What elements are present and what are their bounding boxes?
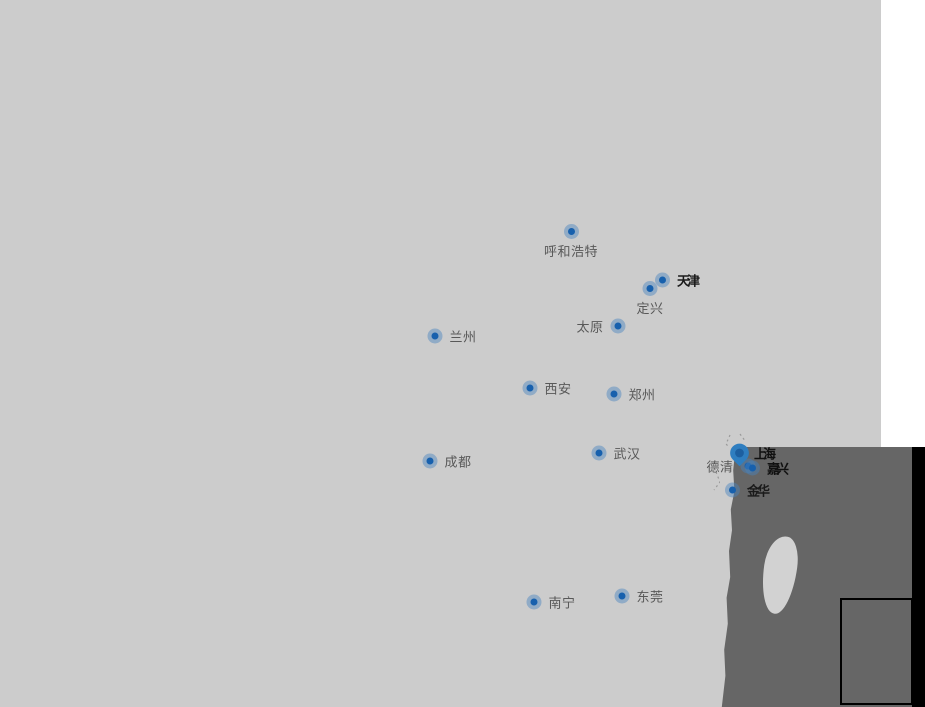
city-label: 嘉兴	[766, 462, 789, 478]
city-marker-dongguan[interactable]: 东莞	[614, 587, 663, 606]
city-label: 南宁	[548, 596, 576, 612]
map-pin-icon[interactable]	[606, 386, 622, 402]
city-marker-zhengzhou[interactable]: 郑州	[606, 385, 655, 404]
map-pin-icon[interactable]	[526, 594, 542, 610]
city-label: 金华	[746, 484, 770, 500]
city-marker-hohhot[interactable]: 呼和浩特	[544, 224, 598, 260]
map-pin-icon[interactable]	[610, 318, 626, 334]
map-pin-icon[interactable]	[427, 328, 443, 344]
city-label: 郑州	[628, 388, 656, 404]
city-marker-dingxing[interactable]: 定兴	[636, 281, 663, 317]
detail-frame[interactable]	[840, 598, 913, 705]
map-pin-icon[interactable]	[422, 453, 438, 469]
city-marker-lanzhou[interactable]: 兰州	[427, 327, 476, 346]
panel-right-strip	[912, 447, 925, 707]
city-marker-tianjin[interactable]: 天津	[654, 271, 700, 290]
city-label: 太原	[576, 320, 604, 336]
city-label: 武汉	[613, 447, 641, 463]
city-label: 天津	[676, 274, 700, 290]
city-label: 成都	[444, 455, 472, 471]
city-marker-chengdu[interactable]: 成都	[422, 452, 471, 471]
city-marker-jinhua[interactable]: 金华	[724, 481, 770, 500]
city-label: 西安	[544, 382, 572, 398]
city-marker-shanghai[interactable]: 上海	[726, 439, 776, 467]
city-label: 兰州	[449, 330, 477, 346]
map-pin-icon[interactable]	[563, 224, 579, 239]
map-pin-icon[interactable]	[614, 588, 630, 604]
city-marker-hangzhou[interactable]: 嘉兴	[744, 459, 789, 478]
city-marker-nanning[interactable]: 南宁	[526, 593, 575, 612]
city-marker-taiyuan[interactable]: 太原	[576, 317, 626, 336]
map-pin-icon[interactable]	[724, 482, 740, 498]
city-label: 上海	[753, 447, 776, 463]
map-pin-icon[interactable]	[642, 281, 658, 296]
city-label: 呼和浩特	[543, 245, 599, 260]
map-pin-icon[interactable]	[654, 272, 670, 288]
city-label: 定兴	[636, 302, 664, 317]
map-pin-icon[interactable]	[744, 460, 760, 476]
city-marker-xian[interactable]: 西安	[522, 379, 571, 398]
city-label: 东莞	[636, 590, 664, 606]
map-pin-icon[interactable]	[591, 445, 607, 461]
city-marker-wuhan[interactable]: 武汉	[591, 444, 640, 463]
sea-overlay-panel	[720, 447, 912, 707]
map-pin-icon[interactable]	[522, 380, 538, 396]
city-label: 德清	[706, 460, 734, 476]
